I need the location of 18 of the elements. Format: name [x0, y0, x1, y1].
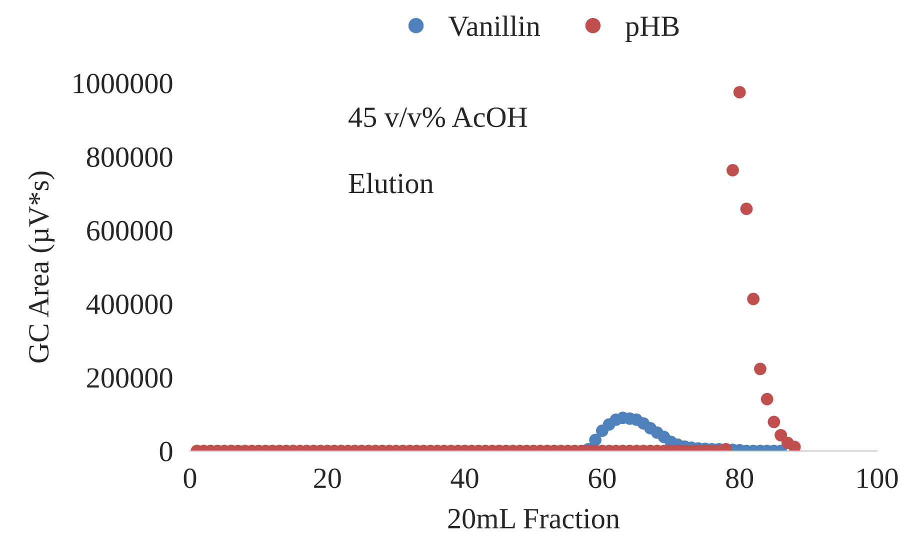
x-axis-title: 20mL Fraction: [448, 508, 620, 529]
y-tick-label: 600000: [87, 220, 172, 241]
y-tick-label: 200000: [87, 368, 172, 388]
y-axis-title: GC Area (µV*s): [28, 172, 55, 362]
x-tick-label: 40: [450, 468, 478, 488]
y-tick-label: 1000000: [74, 74, 172, 94]
legend-label: pHB: [626, 16, 679, 42]
x-tick-label: 80: [726, 468, 754, 488]
x-tick-label: 20: [314, 468, 341, 488]
y-tick-label: 800000: [86, 147, 172, 168]
y-tick-label: 400000: [86, 294, 172, 314]
x-tick-label: 0: [184, 468, 196, 488]
y-tick-label: 0: [160, 442, 172, 462]
annotation: Elution: [348, 172, 434, 194]
x-tick-label: 100: [858, 468, 898, 488]
legend-label: Vanillin: [448, 16, 540, 36]
annotation: 45 v/v% AcOH: [348, 107, 527, 128]
x-tick-label: 60: [588, 468, 616, 488]
